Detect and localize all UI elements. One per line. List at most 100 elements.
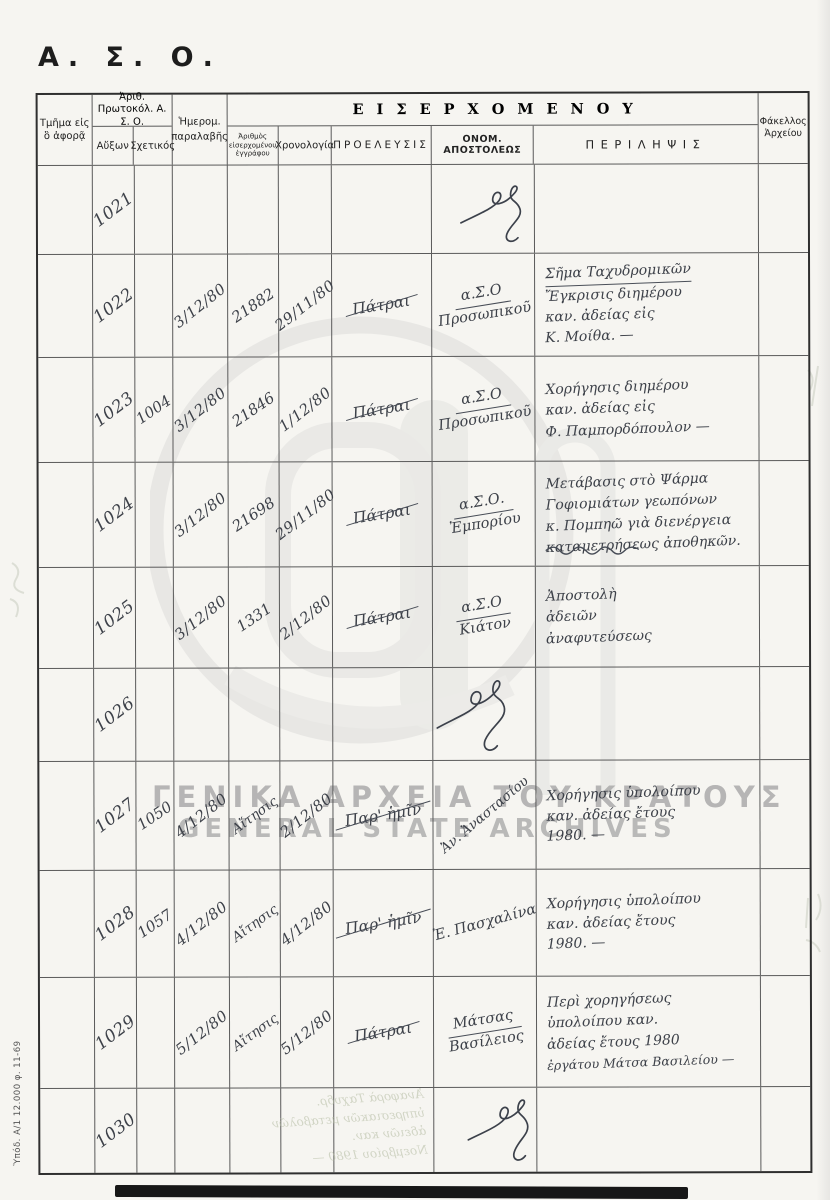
table-cell: Μετάβασις στὸ Ψάρμα Γοφιομιάτων γεωπόνων…: [535, 461, 760, 566]
entry-number: 1029: [91, 1011, 140, 1055]
entry-number: 1030: [91, 1109, 140, 1153]
summary-line: Ἀποστολὴ: [545, 585, 617, 605]
origin: Παρ' ἡμῖν: [343, 800, 423, 831]
table-cell: 5/12/80: [277, 977, 337, 1088]
table-row: 1028 1057 4/12/80 Αἴτησις 4/12/80 Παρ' ἡ…: [39, 868, 810, 979]
table-cell: Πάτραι: [332, 253, 433, 357]
table-row: 1024 3/12/80 21698 29/11/80 Πάτραι α.Σ.Ο…: [38, 460, 809, 569]
entry-number: 1025: [90, 596, 139, 640]
receipt-date: 4/12/80: [171, 789, 232, 842]
document-date: 2/12/80: [276, 591, 336, 644]
bleedthrough-ghost-text: Ἀναφορὰ Ταχυδρ. ὑπηρεσιακῶν μεταβολῶν ἀδ…: [271, 1086, 429, 1165]
table-cell: [278, 165, 333, 254]
bleedthrough-mark: [807, 365, 819, 407]
header-fakellos: Φάκελλος Ἀρχείου: [759, 115, 807, 140]
table-cell: [136, 977, 176, 1088]
origin: Πάτραι: [351, 395, 413, 423]
table-cell: [227, 165, 280, 254]
table-cell: [37, 165, 94, 255]
receipt-date: 3/12/80: [170, 279, 230, 332]
summary-line: καν. ἀδείας εἰς: [544, 305, 655, 326]
table-cell: [39, 668, 95, 762]
table-cell: Ἀν. Ἀναστασίου: [433, 760, 537, 869]
table-cell: [174, 668, 230, 761]
table-cell: [760, 760, 809, 868]
table-cell: Πάτραι: [332, 566, 434, 668]
table-row: 1026: [39, 666, 810, 763]
table-cell: [39, 761, 95, 871]
summary-line: Χορήγησις ὑπολοίπου: [546, 890, 702, 912]
table-cell: 1331: [228, 567, 281, 668]
incoming-number: 1331: [233, 599, 275, 636]
table-cell: 21698: [228, 462, 280, 567]
receipt-date: 3/12/80: [171, 591, 231, 644]
table-cell: [39, 977, 96, 1089]
related-number: 1050: [134, 797, 176, 834]
header-arithmos-eiserxomenou: Ἀριθμὸς εἰσερχομένου ἐγγράφου: [227, 126, 279, 165]
summary-line: καν. ἀδείας ἔτους: [546, 911, 676, 933]
table-cell: 3/12/80: [171, 567, 231, 668]
table-cell: 21882: [228, 254, 280, 357]
table-cell: [38, 567, 95, 669]
header-eiserxomenou-group: ΕΙΣΕΡΧΟΜΕΝΟΥ Ἀριθμὸς εἰσερχομένου ἐγγράφ…: [227, 93, 759, 165]
table-cell: [333, 667, 434, 761]
table-cell: Ἐ. Πασχαλίνα: [432, 869, 538, 976]
incoming-number: 21846: [228, 388, 279, 431]
table-cell: [135, 254, 174, 357]
table-cell: Χορήγησις ὑπολοίπου καν. ἀδείας ἔτους 19…: [536, 760, 761, 869]
table-cell: 1057: [134, 870, 176, 977]
bleedthrough-mark: [805, 893, 822, 953]
table-cell: [136, 668, 175, 761]
summary-line: καν. ἀδείας ἔτους: [546, 803, 676, 825]
table-cell: Πάτραι: [333, 976, 435, 1088]
table-cell: 4/12/80: [171, 761, 232, 870]
origin: Πάτραι: [351, 291, 412, 319]
table-cell: [38, 254, 94, 358]
table-cell: 3/12/80: [170, 254, 230, 357]
table-cell: [134, 165, 174, 254]
signature-scribble: [460, 185, 522, 243]
table-cell: α.Σ.Ο Προσωπικοῦ: [432, 253, 536, 356]
table-row: 1021: [37, 163, 809, 256]
table-cell: 3/12/80: [171, 462, 230, 567]
table-cell: [761, 1087, 810, 1171]
table-row: 1023 1004 3/12/80 21846 1/12/80 Πάτραι α…: [38, 355, 809, 464]
origin: Πάτραι: [352, 500, 413, 528]
table-cell: 1021: [89, 165, 137, 254]
table-cell: 4/12/80: [172, 870, 231, 977]
table-cell: 1004: [133, 357, 175, 462]
table-cell: 1025: [90, 567, 139, 668]
watermark-text-greek: ΓΕΝΙΚΑ ΑΡΧΕΙΑ ΤΟΥ ΚΡΑΤΟΥΣ: [152, 780, 787, 814]
header-onom-apostoleos: ΟΝΟΜ. ΑΠΟΣΤΟΛΕΩΣ: [431, 125, 535, 164]
entry-number: 1027: [90, 794, 140, 838]
register-table: Τμῆμα εἰς ὃ ἀφορᾷ Ἀριθ. Πρωτοκόλ. Α. Σ. …: [35, 90, 813, 1176]
table-cell: [280, 668, 334, 761]
sender-name: Ἀν. Ἀναστασίου: [437, 773, 532, 857]
watermark-text-english: GENERAL STATE ARCHIVES: [178, 814, 677, 844]
table-cell: 2/12/80: [277, 761, 336, 870]
table-cell: 4/12/80: [277, 870, 336, 977]
header-sxetikos: Σχετικός: [130, 140, 176, 152]
table-cell: Αἴτησις: [229, 977, 282, 1088]
table-cell: 1/12/80: [276, 357, 335, 462]
header-auxon: Αὔξων: [92, 126, 134, 165]
table-cell: α.Σ.Ο Προσωπικοῦ: [432, 356, 536, 461]
table-cell: 29/11/80: [272, 254, 339, 357]
table-cell: 3/12/80: [171, 357, 230, 462]
table-cell: [760, 566, 809, 666]
summary-line: ἀναφυτεύσεως: [545, 627, 653, 648]
table-cell: [534, 164, 760, 253]
summary-line: Κ. Μοίθα. —: [544, 326, 634, 347]
sender-name: α.Σ.Ο Κιάτον: [453, 592, 514, 641]
table-cell: [760, 461, 809, 565]
table-cell: [537, 1087, 762, 1172]
header-proeleysis: ΠΡΟΕΛΕΥΣΙΣ: [331, 125, 432, 165]
table-cell: [759, 253, 808, 355]
table-cell: [175, 1088, 231, 1173]
summary-line: Χορήγησις διημέρου: [545, 376, 689, 398]
summary-line: καν. ἀδείας εἰς: [545, 397, 656, 419]
table-cell: Χορήγησις ὑπολοίπου καν. ἀδείας ἔτους 19…: [536, 869, 761, 976]
table-cell: [137, 1088, 176, 1173]
origin: Πάτραι: [353, 1018, 414, 1046]
header-tmima: Τμῆμα εἰς ὃ ἀφορᾷ: [37, 94, 93, 166]
